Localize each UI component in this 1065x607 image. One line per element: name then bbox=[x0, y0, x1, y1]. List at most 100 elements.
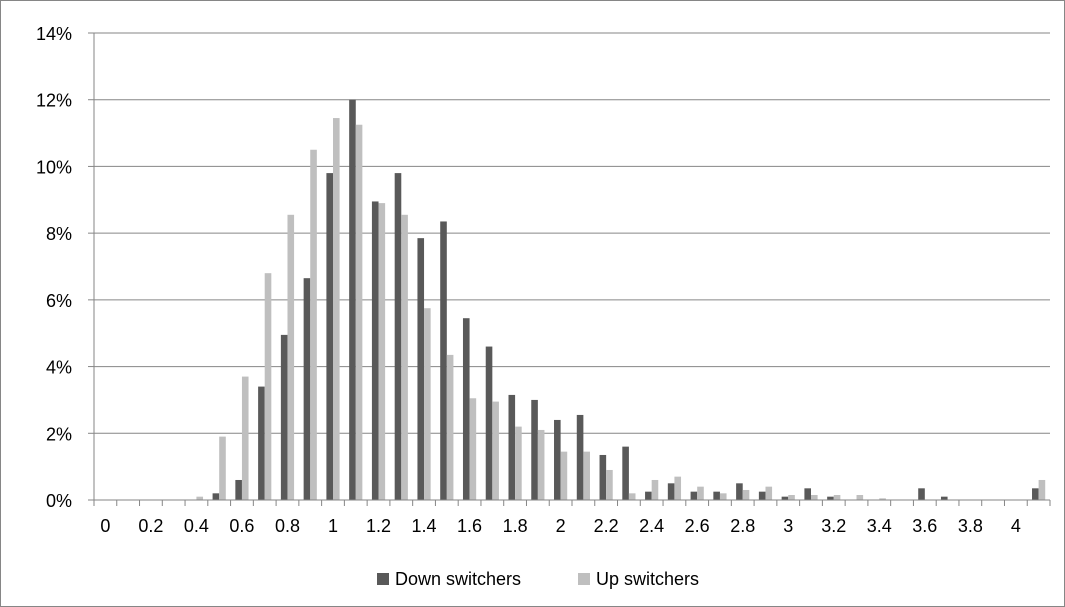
bar-down-switchers bbox=[394, 173, 402, 500]
x-tick-label: 1.4 bbox=[412, 516, 437, 536]
bar-up-switchers bbox=[378, 203, 386, 500]
bar-up-switchers bbox=[833, 494, 841, 500]
x-tick-label: 3.8 bbox=[958, 516, 983, 536]
bar-down-switchers bbox=[736, 483, 743, 500]
x-tick-label: 2 bbox=[556, 516, 566, 536]
bar-up-switchers bbox=[583, 451, 590, 500]
bar-up-switchers bbox=[219, 436, 226, 500]
bar-up-switchers bbox=[628, 493, 636, 500]
bar-up-switchers bbox=[719, 493, 727, 500]
bar-up-switchers bbox=[196, 496, 204, 500]
bar-up-switchers bbox=[697, 486, 704, 500]
x-tick-label: 3.2 bbox=[821, 516, 846, 536]
y-tick-label: 10% bbox=[36, 157, 72, 177]
y-axis-tick-labels: 0% 2% 4% 6% 8% 10% 12% 14% bbox=[36, 24, 72, 511]
x-tick-label: 2.8 bbox=[730, 516, 755, 536]
bar-down-switchers bbox=[508, 394, 516, 500]
bar-up-switchers bbox=[1038, 479, 1046, 500]
bar-up-switchers bbox=[241, 376, 249, 500]
x-tick-label: 1.8 bbox=[503, 516, 528, 536]
bar-up-switchers bbox=[765, 486, 773, 500]
bar-up-switchers bbox=[355, 124, 363, 500]
bar-up-switchers bbox=[492, 401, 499, 500]
bar-up-switchers bbox=[264, 273, 272, 500]
bar-up-switchers bbox=[788, 494, 795, 500]
x-tick-label: 1 bbox=[328, 516, 338, 536]
bar-down-switchers bbox=[918, 488, 925, 500]
axes bbox=[88, 32, 1051, 506]
legend-swatch-down-switchers bbox=[377, 573, 389, 585]
bar-down-switchers bbox=[599, 454, 607, 500]
y-tick-label: 14% bbox=[36, 24, 72, 44]
bar-down-switchers bbox=[1032, 488, 1039, 500]
bar-down-switchers bbox=[531, 399, 538, 500]
bar-down-switchers bbox=[440, 221, 447, 501]
x-tick-label: 3.4 bbox=[867, 516, 892, 536]
bar-down-switchers bbox=[280, 334, 288, 500]
y-tick-label: 12% bbox=[36, 91, 72, 111]
bar-down-switchers bbox=[554, 419, 561, 500]
bar-up-switchers bbox=[515, 426, 522, 500]
bar-up-switchers bbox=[537, 429, 545, 500]
bar-down-switchers bbox=[212, 493, 220, 500]
x-tick-label: 3.6 bbox=[912, 516, 937, 536]
bar-up-switchers bbox=[674, 476, 682, 500]
bar-up-switchers bbox=[310, 149, 317, 500]
legend-label-down-switchers: Down switchers bbox=[395, 569, 521, 589]
x-tick-label: 2.2 bbox=[594, 516, 619, 536]
bar-down-switchers bbox=[781, 496, 789, 500]
bar-down-switchers bbox=[667, 483, 675, 500]
bar-up-switchers bbox=[333, 118, 340, 500]
bar-down-switchers bbox=[804, 488, 811, 500]
bar-up-switchers bbox=[811, 494, 818, 500]
bar-down-switchers bbox=[326, 173, 333, 500]
bar-down-switchers bbox=[576, 414, 584, 500]
bar-up-switchers bbox=[469, 398, 477, 500]
x-tick-label: 2.4 bbox=[639, 516, 664, 536]
legend-label-up-switchers: Up switchers bbox=[596, 569, 699, 589]
x-tick-label: 1.2 bbox=[366, 516, 391, 536]
x-tick-label: 1.6 bbox=[457, 516, 482, 536]
bar-up-switchers bbox=[856, 494, 864, 500]
y-tick-label: 0% bbox=[46, 491, 72, 511]
bar-down-switchers bbox=[622, 446, 629, 500]
x-tick-label: 0 bbox=[100, 516, 110, 536]
x-tick-label: 4 bbox=[1011, 516, 1021, 536]
bar-down-switchers bbox=[235, 479, 242, 500]
bar-down-switchers bbox=[462, 318, 470, 500]
bar-down-switchers bbox=[371, 201, 379, 501]
bar-up-switchers bbox=[742, 489, 750, 500]
y-tick-label: 2% bbox=[46, 424, 72, 444]
legend: Down switchers Up switchers bbox=[377, 569, 699, 589]
bar-down-switchers bbox=[258, 386, 265, 500]
x-axis-tick-labels: 0 0.2 0.4 0.6 0.8 1 1.2 1.4 1.6 1.8 2 2.2 2.4 2.6 2.8 3… bbox=[100, 516, 1020, 536]
x-tick-label: 0.4 bbox=[184, 516, 209, 536]
x-tick-label: 0.8 bbox=[275, 516, 300, 536]
bar-up-switchers bbox=[287, 214, 295, 500]
bar-up-switchers bbox=[879, 498, 886, 500]
bar-down-switchers bbox=[940, 496, 948, 500]
bar-up-switchers bbox=[560, 451, 568, 500]
bar-down-switchers bbox=[827, 496, 834, 500]
bar-down-switchers bbox=[417, 238, 425, 500]
bar-up-switchers bbox=[606, 469, 613, 500]
bar-up-switchers bbox=[651, 479, 659, 500]
bar-down-switchers bbox=[713, 491, 720, 500]
x-tick-label: 0.2 bbox=[138, 516, 163, 536]
bar-up-switchers bbox=[424, 308, 431, 500]
y-tick-label: 6% bbox=[46, 291, 72, 311]
bar-down-switchers bbox=[645, 491, 652, 500]
gridlines bbox=[94, 32, 1050, 434]
bar-down-switchers bbox=[349, 99, 356, 500]
bar-down-switchers bbox=[303, 278, 311, 500]
bar-down-switchers bbox=[485, 346, 493, 500]
bars bbox=[196, 99, 1046, 501]
x-tick-label: 2.6 bbox=[685, 516, 710, 536]
y-tick-label: 8% bbox=[46, 224, 72, 244]
bar-down-switchers bbox=[758, 491, 766, 500]
legend-swatch-up-switchers bbox=[578, 573, 590, 585]
bar-up-switchers bbox=[401, 214, 408, 500]
x-tick-label: 0.6 bbox=[229, 516, 254, 536]
